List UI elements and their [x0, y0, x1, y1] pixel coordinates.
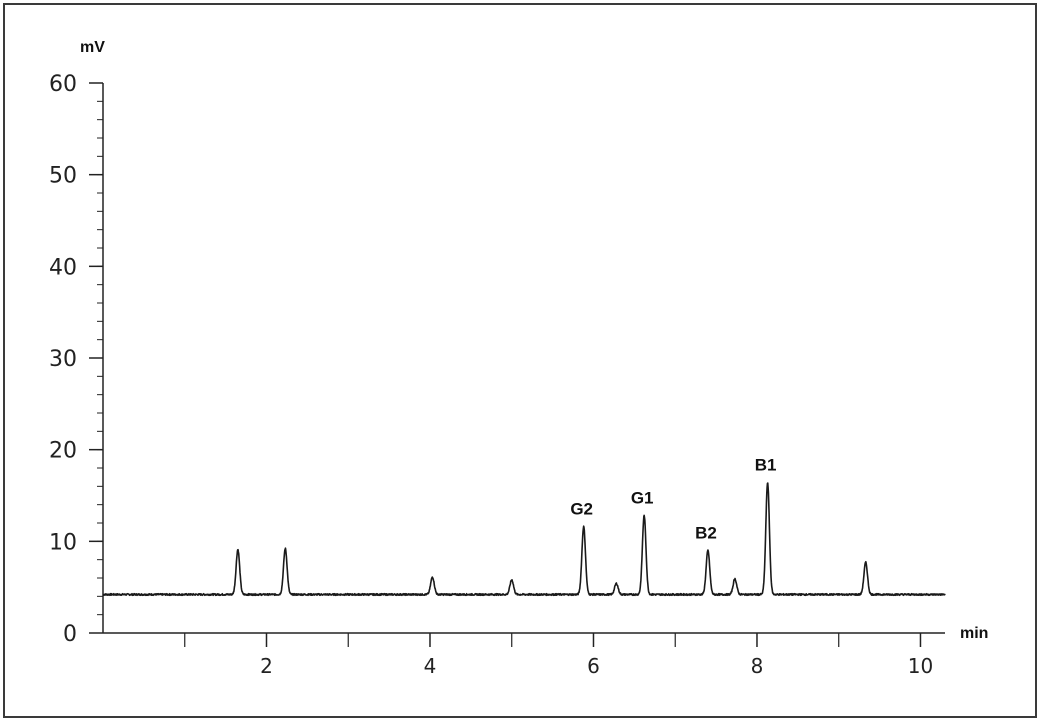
axes [89, 82, 945, 647]
chromatogram-trace [102, 482, 946, 597]
y-tick-label: 60 [49, 72, 77, 97]
y-tick-label: 10 [49, 530, 77, 555]
x-axis-unit-label: min [960, 625, 988, 642]
peak-label-b1: B1 [755, 456, 777, 475]
y-tick-label: 50 [49, 164, 77, 189]
chart-frame [3, 3, 1037, 718]
y-tick-label: 40 [49, 255, 77, 280]
y-axis-unit-label: mV [80, 39, 105, 56]
x-tick-label: 8 [751, 654, 764, 678]
x-tick-label: 10 [908, 654, 933, 678]
peak-label-g2: G2 [570, 500, 593, 519]
x-tick-label: 2 [260, 654, 273, 678]
y-tick-label: 20 [49, 439, 77, 464]
peak-label-b2: B2 [695, 524, 717, 543]
x-tick-label: 4 [424, 654, 437, 678]
trace-layer [102, 482, 946, 597]
y-tick-label: 0 [63, 622, 77, 647]
x-tick-label: 6 [587, 654, 600, 678]
labels-layer: mV min 0 10 20 30 40 50 60 2 4 6 8 10 G2 G1 B2 B1 [49, 39, 988, 678]
peak-label-g1: G1 [631, 489, 654, 508]
y-tick-label: 30 [49, 347, 77, 372]
